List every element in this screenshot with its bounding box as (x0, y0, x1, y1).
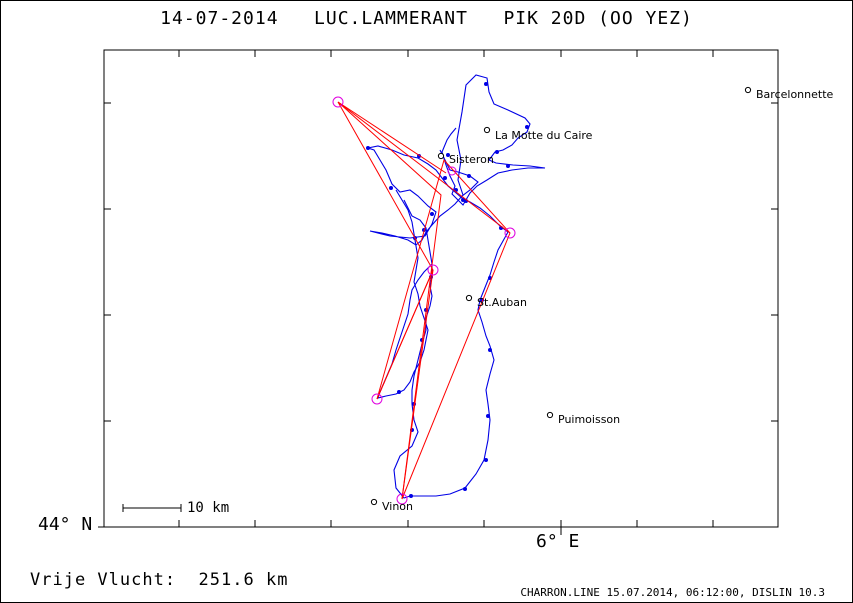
longitude-label: 6° E (536, 531, 580, 552)
footer-info: CHARRON.LINE 15.07.2014, 06:12:00, DISLI… (520, 586, 825, 599)
turnpoint-circle (447, 166, 457, 176)
track-markers (366, 82, 529, 498)
task-legs (337, 101, 511, 500)
turnpoint-circle (396, 493, 408, 505)
turnpoint-circle (427, 264, 439, 276)
town-label: Puimoisson (558, 413, 620, 426)
map-axes-box (103, 49, 779, 528)
distance-readout: Vrije Vlucht: 251.6 km (30, 570, 288, 590)
town-markers: Barcelonnette La Motte du Caire Sisteron… (370, 86, 834, 513)
town-marker (465, 294, 473, 302)
town-label: Barcelonnette (756, 88, 834, 101)
pilot-name: LUC.LAMMERANT (314, 8, 468, 29)
turnpoint-circle (504, 227, 516, 239)
scale-bar-label: 10 km (187, 500, 230, 516)
turnpoints (332, 96, 516, 505)
glider-name: PIK 20D (OO YEZ) (503, 8, 693, 29)
town-marker (437, 152, 445, 160)
flight-date: 14-07-2014 (160, 8, 279, 29)
town-marker (744, 86, 752, 94)
track-sisteron-area (365, 145, 509, 246)
town-marker (370, 498, 378, 506)
turnpoint-circle (332, 96, 344, 108)
latitude-label: 44° N (38, 514, 93, 535)
track-western-leg (377, 189, 433, 399)
turnpoint-circle (371, 393, 383, 405)
town-marker (483, 126, 491, 134)
town-label: Vinon (382, 500, 413, 513)
axis-ticks (98, 50, 778, 535)
distance-value: 251.6 km (198, 570, 289, 590)
page-title: 14-07-2014 LUC.LAMMERANT PIK 20D (OO YEZ… (0, 8, 853, 29)
town-label: Sisteron (449, 153, 494, 166)
scale-bar (122, 504, 182, 512)
distance-label: Vrije Vlucht: (30, 570, 177, 590)
track-north-loop (441, 74, 546, 206)
town-marker (546, 411, 554, 419)
town-label: La Motte du Caire (495, 129, 593, 142)
town-label: St.Auban (477, 296, 527, 309)
